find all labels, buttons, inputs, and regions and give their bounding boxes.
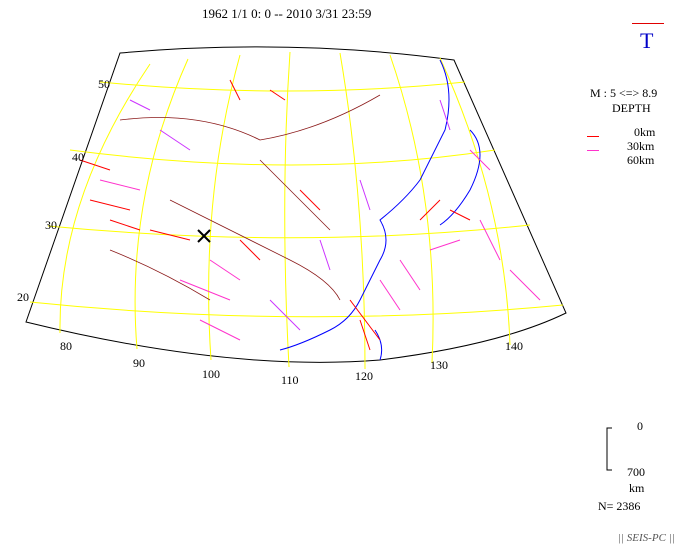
depth-legend-swatch <box>587 150 599 151</box>
graticule <box>29 51 564 370</box>
brand-label: || SEIS-PC || <box>618 532 675 544</box>
province-borders <box>109 94 381 301</box>
lat-labels: 20 30 40 50 <box>17 77 110 304</box>
lon-label: 100 <box>202 367 220 381</box>
lon-label: 80 <box>60 339 72 353</box>
component-marker-bar <box>632 23 664 24</box>
lat-label: 50 <box>98 77 110 91</box>
lon-label: 140 <box>505 339 523 353</box>
lon-label: 110 <box>281 373 299 387</box>
depth-legend-label: 30km <box>627 139 655 153</box>
epicenter-marker <box>197 229 211 243</box>
lat-label: 40 <box>72 150 84 164</box>
coastline <box>279 59 481 361</box>
quake-markers <box>79 79 541 351</box>
depth-legend-label: 0km <box>634 125 656 139</box>
depth-legend-swatch <box>587 136 599 137</box>
time-range-title: 1962 1/1 0: 0 -- 2010 3/31 23:59 <box>202 6 372 21</box>
lon-label: 130 <box>430 358 448 372</box>
lat-label: 30 <box>45 218 57 232</box>
component-label: T <box>640 28 654 53</box>
lon-label: 120 <box>355 369 373 383</box>
scale-unit-label: km <box>629 481 645 495</box>
depth-legend-label: 60km <box>627 153 655 167</box>
scale-bottom-label: 700 <box>627 465 645 479</box>
scale-top-label: 0 <box>637 419 643 433</box>
magnitude-range: M : 5 <=> 8.9 <box>590 86 658 100</box>
map-frame <box>25 46 567 363</box>
depth-title: DEPTH <box>612 101 651 115</box>
lon-labels: 80 90 100 110 120 130 140 <box>60 339 523 387</box>
scale-bar <box>606 427 612 471</box>
lat-label: 20 <box>17 290 29 304</box>
event-count: N= 2386 <box>598 499 641 513</box>
lon-label: 90 <box>133 356 145 370</box>
